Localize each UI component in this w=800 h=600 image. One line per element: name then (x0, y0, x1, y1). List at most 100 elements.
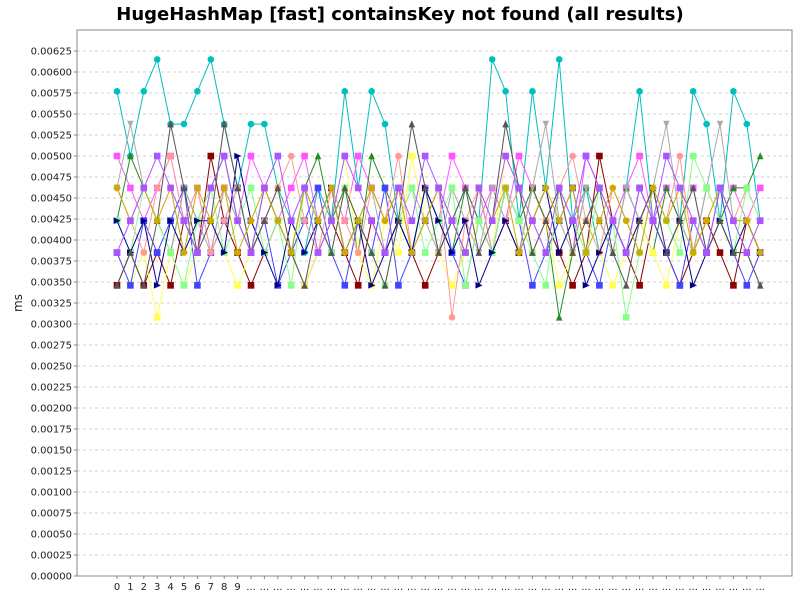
data-point (663, 152, 670, 160)
data-point (756, 152, 764, 160)
data-point (636, 152, 643, 160)
data-point (194, 282, 201, 289)
x-tick-label: ... (595, 582, 605, 593)
data-point (676, 216, 684, 224)
x-tick-label: ... (420, 582, 430, 593)
data-point (515, 152, 523, 160)
data-point (341, 88, 349, 95)
data-point (421, 249, 429, 256)
y-tick-label: 0.00300 (31, 320, 72, 331)
data-point (354, 282, 362, 289)
data-point (301, 217, 308, 224)
data-point (542, 249, 550, 256)
x-tick-label: ... (581, 582, 591, 593)
data-point (502, 152, 509, 160)
data-point (475, 248, 483, 256)
data-point (555, 56, 563, 63)
x-tick-label: ... (648, 582, 658, 593)
x-axis-ticks: 0 1 2 3 4 5 6 7 8 9..............................… (114, 576, 765, 593)
data-point (247, 249, 255, 256)
data-point (488, 184, 496, 192)
data-point (287, 282, 295, 289)
x-tick-label: 5 (181, 582, 187, 593)
data-point (207, 217, 215, 224)
y-tick-label: 0.00125 (31, 467, 72, 478)
x-tick-label: ... (541, 582, 551, 593)
data-point (622, 217, 630, 224)
x-tick-label: ... (501, 582, 511, 593)
y-tick-label: 0.00625 (31, 47, 72, 58)
y-tick-label: 0.00375 (31, 257, 72, 268)
data-point (502, 88, 509, 95)
x-tick-label: ... (434, 582, 444, 593)
data-point (153, 152, 161, 160)
data-point (462, 184, 469, 192)
data-point (341, 152, 349, 160)
data-point (582, 282, 590, 289)
data-point (341, 217, 349, 224)
data-point (569, 184, 576, 192)
data-point (636, 249, 643, 256)
data-point (328, 217, 335, 224)
data-point (730, 282, 737, 289)
data-point (368, 282, 376, 289)
data-point (743, 282, 751, 289)
data-point (609, 282, 617, 289)
y-tick-label: 0.00175 (31, 425, 72, 436)
data-point (113, 184, 121, 192)
data-point (140, 184, 148, 192)
data-point (421, 152, 429, 160)
data-point (153, 217, 161, 224)
x-tick-label: ... (568, 582, 578, 593)
x-tick-label: ... (688, 582, 698, 593)
x-tick-label: 0 (114, 582, 120, 593)
data-point (529, 248, 536, 256)
data-point (194, 217, 202, 224)
data-point (180, 217, 188, 224)
data-point (167, 282, 174, 289)
data-point (381, 281, 389, 289)
data-point (127, 184, 134, 192)
x-tick-label: 1 (127, 582, 133, 593)
data-point (140, 249, 148, 256)
x-tick-label: ... (246, 582, 256, 593)
data-point (703, 249, 710, 256)
data-point (113, 88, 121, 95)
chart-title: HugeHashMap [fast] containsKey not found… (116, 4, 683, 25)
x-tick-label: 4 (167, 582, 173, 593)
data-point (475, 282, 483, 289)
data-point (408, 184, 416, 192)
data-point (261, 216, 268, 224)
data-point (515, 184, 523, 192)
data-point (663, 248, 670, 256)
data-point (127, 120, 134, 128)
data-point (127, 248, 134, 256)
x-tick-label: ... (635, 582, 645, 593)
data-point (676, 184, 684, 192)
data-point (569, 248, 576, 256)
data-point (180, 184, 188, 192)
x-tick-label: ... (447, 582, 457, 593)
x-tick-label: ... (461, 582, 471, 593)
data-point (756, 249, 764, 256)
data-point (502, 184, 509, 192)
data-point (622, 313, 630, 321)
data-point (153, 249, 161, 256)
data-point (636, 282, 643, 289)
data-point (502, 120, 509, 128)
data-point (448, 313, 456, 321)
data-point (622, 281, 630, 289)
data-point (194, 88, 201, 95)
data-point (220, 120, 228, 128)
data-point (234, 249, 241, 256)
data-point (220, 152, 228, 160)
y-tick-label: 0.00600 (31, 68, 72, 79)
y-tick-label: 0.00400 (31, 236, 72, 247)
data-point (127, 282, 134, 289)
y-tick-label: 0.00225 (31, 383, 72, 394)
data-point (153, 282, 161, 289)
data-point (756, 184, 764, 192)
data-point (448, 217, 456, 224)
data-point (247, 120, 255, 128)
